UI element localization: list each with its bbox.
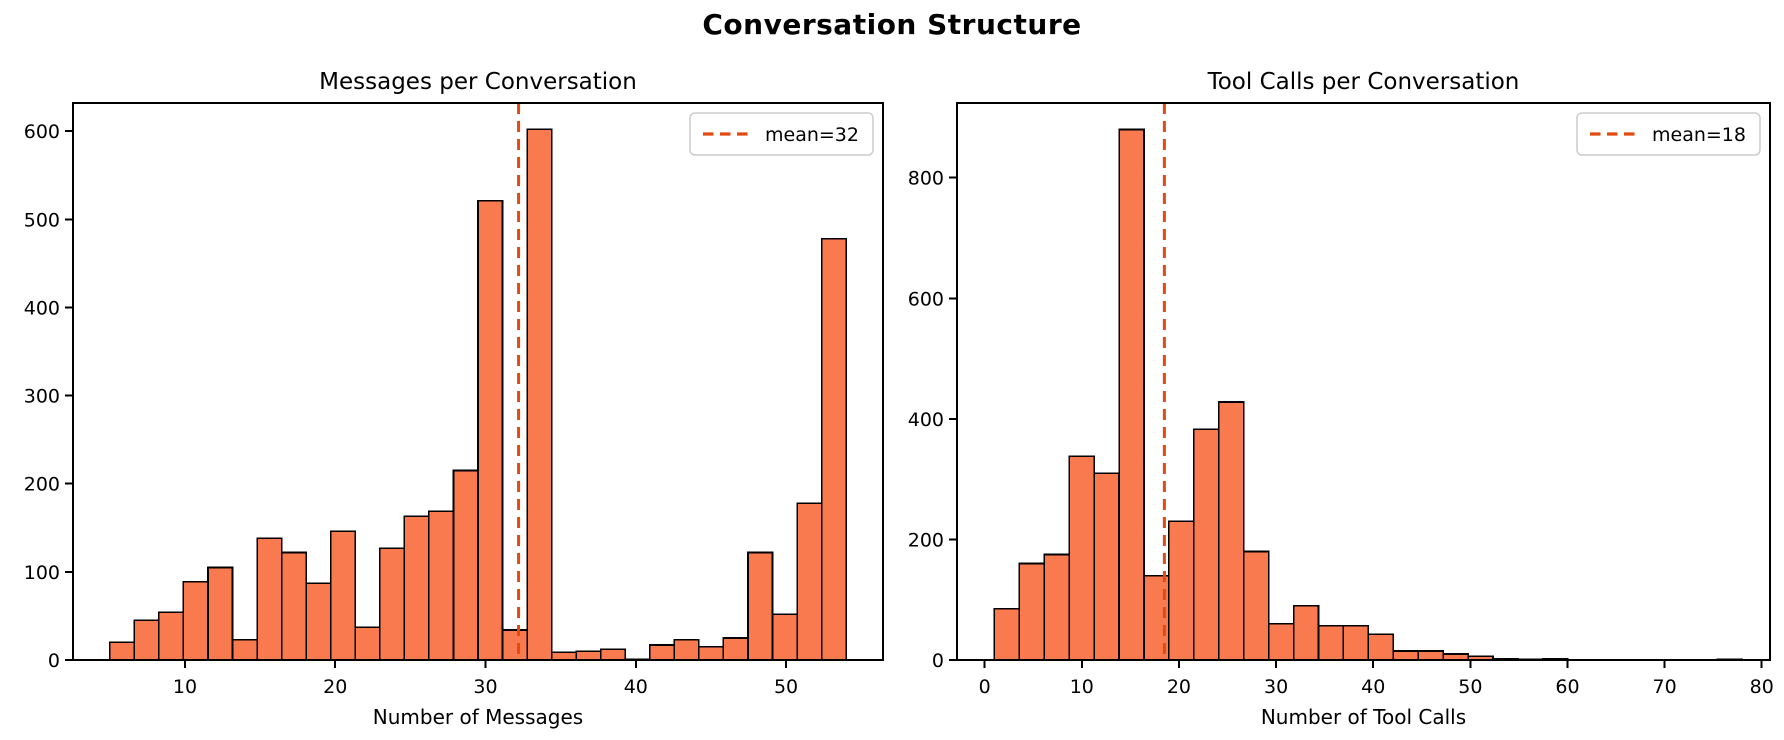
histogram-bar (1118, 128, 1145, 661)
y-tick-label: 200 (908, 529, 944, 551)
histogram-bar (109, 641, 136, 661)
y-tick-label: 0 (48, 650, 60, 672)
histogram-bar (649, 644, 676, 661)
x-tick-label: 10 (173, 676, 197, 698)
histogram-bar (477, 200, 504, 661)
x-tick-label: 20 (1167, 676, 1191, 698)
y-tick-label: 400 (24, 297, 60, 319)
y-tick-label: 400 (908, 409, 944, 431)
histogram-bar (526, 128, 553, 661)
histogram-bar (673, 638, 700, 661)
chart-title: Messages per Conversation (319, 69, 637, 95)
x-tick-label: 40 (1361, 676, 1385, 698)
histogram-bar (452, 469, 479, 661)
y-tick-label: 100 (24, 562, 60, 584)
x-tick-label: 80 (1750, 676, 1774, 698)
histogram-bar (1417, 650, 1444, 661)
histogram-bar (550, 651, 577, 661)
histogram-bar (428, 510, 455, 661)
histogram-bar (403, 515, 430, 661)
histogram-bar (993, 607, 1021, 661)
histogram-bar (133, 619, 160, 661)
histogram-bar (575, 650, 602, 661)
x-tick-label: 60 (1555, 676, 1579, 698)
y-tick-label: 0 (932, 650, 944, 672)
histogram-bar (1267, 623, 1295, 661)
chart-title: Tool Calls per Conversation (1207, 69, 1520, 95)
x-tick-label: 50 (774, 676, 798, 698)
histogram-bar (354, 626, 381, 661)
histogram-bar (1093, 472, 1120, 661)
axes-box (72, 102, 884, 661)
x-tick-label: 10 (1070, 676, 1094, 698)
histogram-bar (820, 237, 847, 661)
x-tick-label: 20 (323, 676, 347, 698)
axes-box (956, 102, 1771, 661)
x-tick-label: 40 (624, 676, 648, 698)
histogram-bar (1317, 624, 1345, 661)
histogram-bars (109, 128, 847, 661)
histogram-bar (1043, 553, 1070, 661)
histogram-bar (1392, 650, 1420, 661)
x-axis-label: Number of Messages (373, 705, 583, 729)
legend-label: mean=18 (1652, 124, 1746, 146)
y-tick-label: 500 (24, 209, 60, 231)
histogram-bar (280, 551, 307, 661)
y-tick-label: 600 (24, 121, 60, 143)
histogram-bar (771, 613, 798, 661)
histogram-bar (1168, 520, 1195, 661)
legend: mean=32 (689, 112, 874, 156)
histogram-bar (501, 629, 528, 661)
x-tick-label: 50 (1458, 676, 1482, 698)
x-tick-label: 0 (979, 676, 991, 698)
x-tick-label: 30 (1264, 676, 1288, 698)
histogram-bar (379, 547, 406, 661)
x-tick-label: 30 (473, 676, 497, 698)
histogram-bar (1292, 604, 1320, 661)
histogram-bar (182, 580, 209, 661)
histogram-bar (256, 537, 283, 661)
y-tick-label: 300 (24, 386, 60, 408)
histogram-bar (796, 502, 823, 661)
histogram-bar (207, 566, 234, 661)
histogram-bar (747, 551, 774, 661)
histogram-bar (1018, 562, 1046, 661)
histogram-bar (1242, 550, 1270, 661)
histogram-bars (993, 128, 1744, 661)
histogram-bar (1217, 401, 1245, 661)
y-tick-label: 800 (908, 168, 944, 190)
y-tick-label: 600 (908, 288, 944, 310)
x-axis-label: Number of Tool Calls (1261, 705, 1466, 729)
histogram-bar (329, 530, 357, 661)
legend-box (689, 112, 874, 156)
x-tick-label: 70 (1653, 676, 1677, 698)
histogram-bar (599, 648, 627, 661)
histogram-bar (1193, 428, 1220, 661)
histogram-bar (1342, 624, 1370, 661)
legend: mean=18 (1576, 112, 1761, 156)
histogram-bar (1068, 455, 1095, 661)
legend-label: mean=32 (765, 124, 859, 146)
y-tick-label: 200 (24, 474, 60, 496)
histogram-bar (1367, 633, 1395, 661)
legend-box (1576, 112, 1761, 156)
histogram-bar (305, 582, 332, 661)
figure-title: Conversation Structure (702, 8, 1082, 41)
histogram-bar (722, 637, 749, 661)
histogram-bar (698, 645, 725, 661)
histogram-bar (231, 638, 258, 661)
histogram-bar (158, 611, 185, 661)
